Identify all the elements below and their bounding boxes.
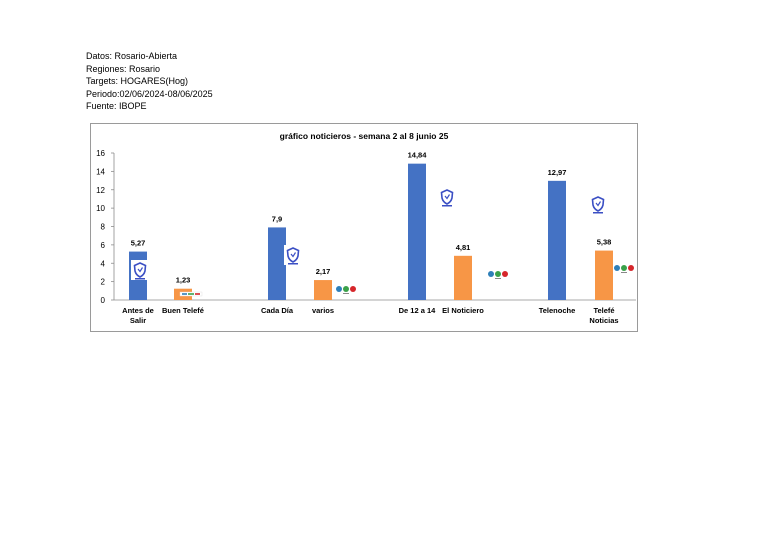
x-tick-label: Salir — [130, 316, 146, 325]
logo-telefe-noticias — [614, 265, 634, 273]
meta-targets: Targets: HOGARES(Hog) — [86, 76, 189, 87]
logo-wordmark-bar — [593, 212, 603, 214]
logo-stripe-blue — [182, 293, 187, 295]
logo-de-12-a-14 — [438, 187, 456, 207]
report-metadata: Datos: Rosario-Abierta Regiones: Rosario… — [86, 50, 213, 113]
red-dot-icon — [628, 265, 634, 271]
logo-cada-dia — [284, 245, 302, 265]
check-icon — [290, 252, 297, 258]
logo-varios — [336, 286, 356, 294]
bar-7 — [595, 250, 613, 300]
y-tick-label: 10 — [96, 204, 105, 213]
red-dot-icon — [350, 286, 356, 292]
x-tick-label: El Noticiero — [442, 306, 484, 315]
data-label: 4,81 — [456, 243, 471, 252]
green-dot-icon — [343, 286, 349, 292]
red-dot-icon — [502, 271, 508, 277]
check-icon — [444, 194, 451, 200]
green-dot-icon — [495, 271, 501, 277]
x-tick-label: Buen Telefé — [162, 306, 204, 315]
data-label: 14,84 — [408, 151, 428, 160]
x-tick-label: Antes de — [122, 306, 154, 315]
data-label: 1,23 — [176, 276, 191, 285]
x-tick-label: varios — [312, 306, 334, 315]
logo-stripe-green — [188, 293, 194, 295]
x-tick-label: Noticias — [589, 316, 618, 325]
logo-wordmark-bar — [442, 205, 452, 207]
x-tick-label: Telefé — [593, 306, 614, 315]
y-tick-label: 4 — [101, 259, 106, 268]
logo-stripe-red — [195, 293, 200, 295]
blue-dot-icon — [488, 271, 494, 277]
bar-5 — [454, 255, 472, 300]
x-tick-label: Telenoche — [539, 306, 576, 315]
chart-title: gráfico noticieros - semana 2 al 8 junio… — [280, 131, 449, 141]
chart-frame: gráfico noticieros - semana 2 al 8 junio… — [90, 123, 638, 332]
x-tick-label: Cada Día — [261, 306, 294, 315]
bar-6 — [548, 180, 566, 300]
y-tick-label: 14 — [96, 167, 105, 176]
y-tick-label: 16 — [96, 149, 105, 158]
logo-wordmark-bar — [495, 278, 501, 279]
y-tick-label: 8 — [101, 223, 106, 232]
logo-telenoche — [589, 194, 607, 214]
logo-wordmark-bar — [343, 293, 349, 294]
shield-icon — [133, 262, 147, 278]
logo-wordmark-bar — [621, 272, 627, 273]
check-icon — [595, 201, 602, 207]
data-label: 5,38 — [597, 238, 612, 247]
shield-icon — [440, 189, 454, 205]
y-tick-label: 6 — [101, 241, 106, 250]
y-tick-label: 2 — [101, 278, 106, 287]
data-label: 5,27 — [131, 239, 146, 248]
logo-wordmark-bar — [135, 278, 145, 280]
data-label: 7,9 — [272, 214, 282, 223]
bar-3 — [314, 280, 332, 300]
data-label: 2,17 — [316, 267, 331, 276]
y-tick-label: 0 — [101, 296, 106, 305]
logo-wordmark-bar — [288, 263, 298, 265]
blue-dot-icon — [614, 265, 620, 271]
meta-datos: Datos: Rosario-Abierta — [86, 51, 178, 61]
logo-el-noticiero — [488, 271, 508, 279]
shield-icon — [286, 247, 300, 263]
bar-2 — [268, 227, 286, 300]
logo-buen-telefe — [179, 291, 203, 297]
check-icon — [137, 267, 144, 273]
y-tick-label: 12 — [96, 186, 105, 195]
x-tick-label: De 12 a 14 — [399, 306, 437, 315]
bar-chart: gráfico noticieros - semana 2 al 8 junio… — [96, 131, 636, 325]
meta-fuente: Fuente: IBOPE — [86, 101, 147, 112]
logo-antes-de-salir — [131, 260, 149, 280]
blue-dot-icon — [336, 286, 342, 292]
meta-periodo: Periodo:02/06/2024-08/06/2025 — [86, 88, 213, 99]
chart-bars — [129, 163, 613, 300]
shield-icon — [591, 196, 605, 212]
green-dot-icon — [621, 265, 627, 271]
channel-logos — [131, 187, 634, 297]
data-label: 12,97 — [548, 168, 567, 177]
meta-regiones: Regiones: Rosario — [86, 63, 161, 74]
bar-4 — [408, 163, 426, 300]
